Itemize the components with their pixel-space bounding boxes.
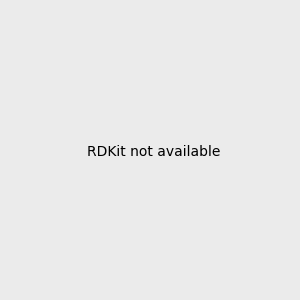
Text: RDKit not available: RDKit not available <box>87 145 220 158</box>
